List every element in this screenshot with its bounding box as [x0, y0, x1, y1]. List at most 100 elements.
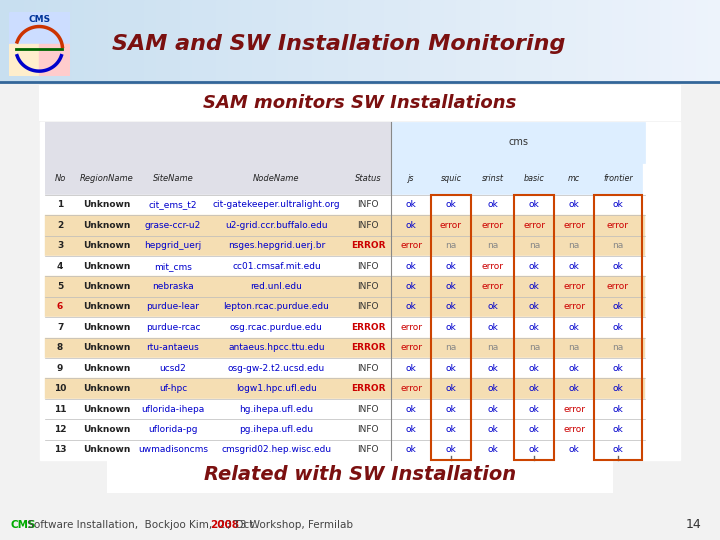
Text: lepton.rcac.purdue.edu: lepton.rcac.purdue.edu [223, 302, 329, 312]
Text: cit_ems_t2: cit_ems_t2 [148, 200, 197, 210]
Text: ok: ok [446, 262, 456, 271]
Bar [45, 358, 645, 379]
Bar [504, 0, 518, 82]
Text: Unknown: Unknown [84, 241, 130, 250]
Text: logw1.hpc.ufl.edu: logw1.hpc.ufl.edu [236, 384, 317, 393]
Text: ucsd2: ucsd2 [160, 364, 186, 373]
Text: cmsgrid02.hep.wisc.edu: cmsgrid02.hep.wisc.edu [221, 446, 331, 454]
Text: RegionName: RegionName [80, 174, 134, 183]
Text: ok: ok [406, 404, 417, 414]
Bar [48, 0, 61, 82]
Text: Unknown: Unknown [84, 404, 130, 414]
Text: ok: ok [529, 323, 540, 332]
Text: basic: basic [524, 174, 544, 183]
Text: Unknown: Unknown [84, 302, 130, 312]
Text: ok: ok [487, 384, 498, 393]
Text: Software Installation,  Bockjoo Kim,  23 Oct.: Software Installation, Bockjoo Kim, 23 O… [24, 520, 260, 530]
Bar [684, 0, 698, 82]
Text: error: error [563, 221, 585, 230]
Text: 8: 8 [57, 343, 63, 352]
Bar [45, 122, 76, 195]
Text: na: na [487, 343, 498, 352]
Text: 10: 10 [54, 384, 66, 393]
Text: ok: ok [406, 446, 417, 454]
Bar [45, 399, 645, 419]
Bar [594, 163, 642, 195]
Bar [108, 0, 122, 82]
Bar [624, 0, 637, 82]
Text: na: na [487, 241, 498, 250]
Bar [45, 379, 645, 399]
Bar [276, 0, 289, 82]
Text: error: error [482, 282, 504, 291]
Bar [648, 0, 662, 82]
Text: ok: ok [446, 302, 456, 312]
Bar [636, 0, 649, 82]
Bar [216, 0, 230, 82]
Text: ok: ok [487, 425, 498, 434]
Text: Unknown: Unknown [84, 446, 130, 454]
Text: SAM and SW Installation Monitoring: SAM and SW Installation Monitoring [112, 33, 565, 54]
Bar [40, 122, 680, 460]
Bar [392, 163, 431, 195]
Text: ok: ok [446, 200, 456, 210]
Text: Unknown: Unknown [84, 200, 130, 210]
Bar [45, 215, 645, 235]
Bar [372, 0, 385, 82]
Bar [24, 0, 37, 82]
Text: No: No [55, 174, 66, 183]
Text: ok: ok [613, 384, 624, 393]
Text: 14: 14 [685, 518, 701, 531]
Text: error: error [482, 221, 504, 230]
Text: uf-hpc: uf-hpc [159, 384, 187, 393]
Text: purdue-lear: purdue-lear [146, 302, 199, 312]
Bar [288, 0, 302, 82]
Text: , T3 Workshop, Fermilab: , T3 Workshop, Fermilab [228, 520, 353, 530]
Text: ok: ok [446, 282, 456, 291]
Text: ok: ok [613, 323, 624, 332]
Bar [324, 0, 338, 82]
Text: Unknown: Unknown [84, 221, 130, 230]
Text: na: na [612, 343, 624, 352]
Bar [594, 195, 642, 460]
Text: INFO: INFO [358, 282, 379, 291]
Text: ok: ok [529, 302, 540, 312]
Text: na: na [528, 241, 540, 250]
Bar [696, 0, 709, 82]
Bar [0, 0, 14, 82]
Text: ok: ok [569, 446, 580, 454]
Bar [396, 0, 410, 82]
Text: ok: ok [569, 262, 580, 271]
Text: red.unl.edu: red.unl.edu [251, 282, 302, 291]
Text: ok: ok [406, 425, 417, 434]
Text: grase-ccr-u2: grase-ccr-u2 [145, 221, 201, 230]
Bar [96, 0, 109, 82]
Text: error: error [607, 221, 629, 230]
Text: ok: ok [569, 323, 580, 332]
Text: js: js [408, 174, 415, 183]
Bar [514, 195, 554, 460]
Bar [36, 0, 50, 82]
Text: antaeus.hpcc.ttu.edu: antaeus.hpcc.ttu.edu [228, 343, 325, 352]
Bar [228, 0, 241, 82]
Bar [456, 0, 469, 82]
Bar [360, 0, 374, 82]
Text: 6: 6 [57, 302, 63, 312]
Text: osg.rcac.purdue.edu: osg.rcac.purdue.edu [230, 323, 323, 332]
Text: ok: ok [406, 221, 417, 230]
Bar [45, 276, 645, 297]
Text: error: error [440, 221, 462, 230]
Text: ok: ok [446, 404, 456, 414]
Text: ok: ok [569, 200, 580, 210]
Text: nsges.hepgrid.uerj.br: nsges.hepgrid.uerj.br [228, 241, 325, 250]
Bar [240, 0, 253, 82]
Text: squic: squic [441, 174, 462, 183]
Text: ok: ok [487, 446, 498, 454]
Text: uflorida-pg: uflorida-pg [148, 425, 197, 434]
Text: nebraska: nebraska [152, 282, 194, 291]
Text: ok: ok [446, 425, 456, 434]
Text: 3: 3 [57, 241, 63, 250]
Text: ERROR: ERROR [351, 323, 386, 332]
Text: u2-grid.ccr.buffalo.edu: u2-grid.ccr.buffalo.edu [225, 221, 328, 230]
Bar [564, 0, 577, 82]
